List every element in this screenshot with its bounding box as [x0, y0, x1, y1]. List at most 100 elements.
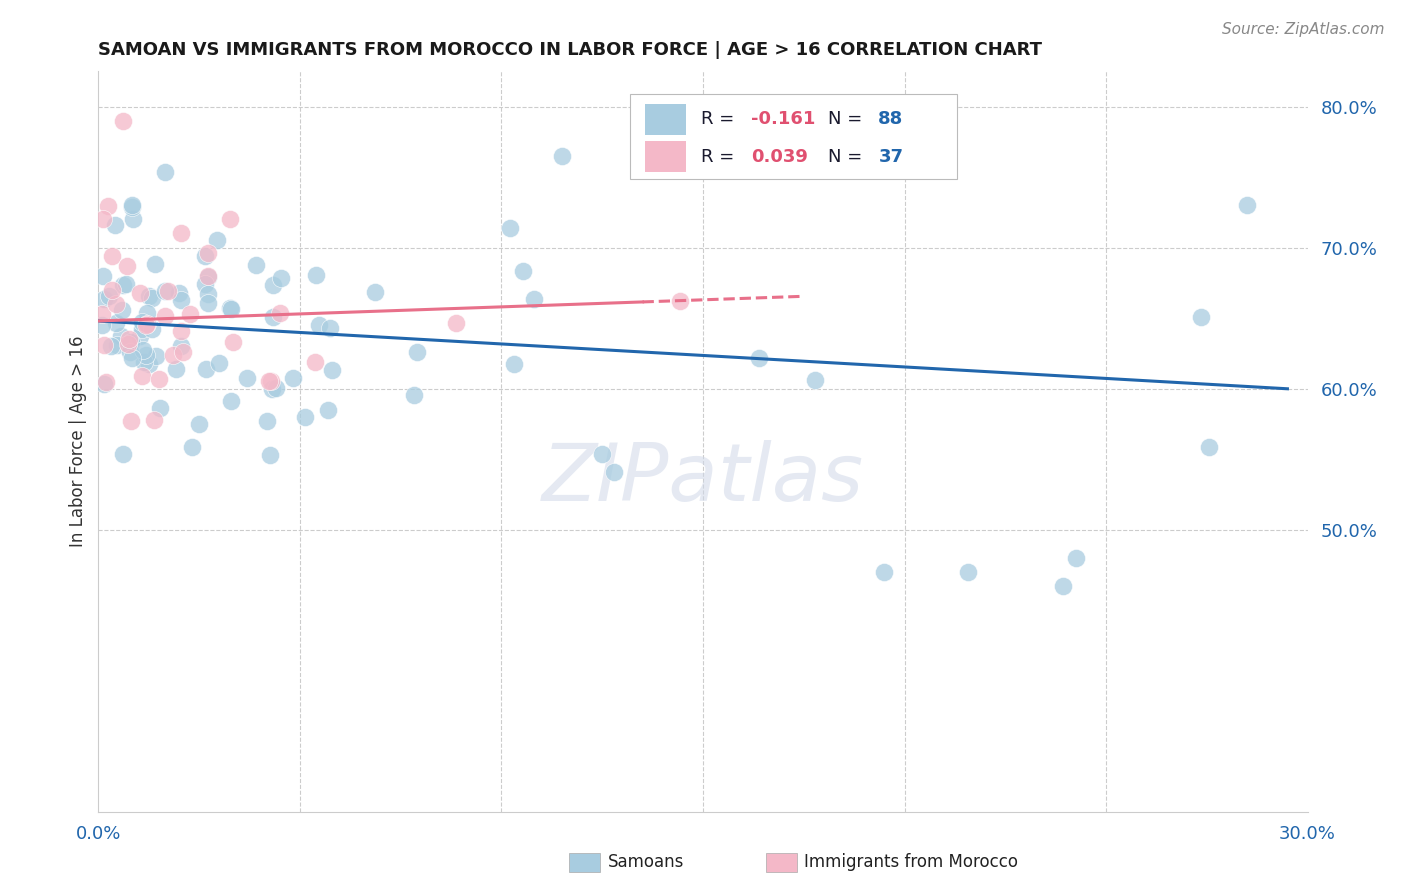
Point: [120, 414, 142, 428]
Point: [118, 332, 141, 346]
Point: [121, 335, 143, 350]
Point: [107, 338, 129, 352]
Point: [148, 372, 170, 386]
Point: [194, 248, 217, 262]
Point: [219, 301, 242, 316]
Point: [132, 343, 155, 357]
Point: [1052, 579, 1074, 593]
Point: [364, 285, 387, 300]
Point: [91, 308, 114, 322]
Point: [305, 268, 328, 282]
Point: [138, 289, 160, 303]
Point: [131, 315, 153, 329]
FancyBboxPatch shape: [630, 94, 957, 178]
Point: [499, 221, 522, 235]
Point: [162, 348, 184, 362]
Text: R =: R =: [700, 111, 740, 128]
Point: [172, 345, 194, 359]
Point: [406, 345, 429, 359]
Point: [93, 376, 115, 391]
Point: [170, 293, 193, 308]
Point: [197, 269, 219, 284]
Point: [121, 197, 143, 211]
Point: [319, 321, 342, 335]
Point: [131, 368, 153, 383]
Point: [219, 394, 242, 409]
Point: [136, 306, 159, 320]
Text: N =: N =: [828, 148, 868, 166]
Point: [134, 355, 156, 369]
Point: [281, 370, 304, 384]
Point: [93, 337, 115, 351]
Point: [316, 403, 339, 417]
Point: [105, 297, 128, 311]
Point: [197, 295, 219, 310]
Point: [1236, 198, 1258, 212]
Point: [321, 363, 343, 377]
Point: [269, 306, 291, 320]
Point: [143, 412, 166, 426]
Point: [170, 339, 193, 353]
Text: Immigrants from Morocco: Immigrants from Morocco: [804, 853, 1018, 871]
Point: [180, 440, 202, 454]
Point: [260, 374, 283, 388]
Point: [235, 370, 257, 384]
Point: [256, 414, 278, 428]
Point: [101, 283, 124, 297]
Point: [551, 149, 574, 163]
Point: [153, 165, 176, 179]
Text: SAMOAN VS IMMIGRANTS FROM MOROCCO IN LABOR FORCE | AGE > 16 CORRELATION CHART: SAMOAN VS IMMIGRANTS FROM MOROCCO IN LAB…: [98, 41, 1042, 59]
Point: [197, 287, 219, 301]
Point: [523, 292, 546, 306]
Point: [93, 292, 115, 306]
Point: [101, 249, 124, 263]
Point: [194, 362, 217, 376]
Point: [94, 375, 117, 389]
Text: Source: ZipAtlas.com: Source: ZipAtlas.com: [1222, 22, 1385, 37]
Point: [118, 344, 141, 359]
Point: [135, 318, 157, 333]
Point: [270, 271, 292, 285]
Point: [141, 291, 163, 305]
Point: [188, 417, 211, 432]
Point: [100, 339, 122, 353]
Point: [259, 448, 281, 462]
Point: [111, 448, 134, 462]
Point: [262, 383, 284, 397]
Point: [873, 565, 896, 579]
Point: [197, 270, 219, 285]
Text: ZIPatlas: ZIPatlas: [541, 440, 865, 517]
Point: [956, 565, 979, 579]
Point: [512, 264, 534, 278]
Point: [121, 351, 143, 365]
Point: [117, 336, 139, 351]
Point: [1198, 440, 1220, 454]
Point: [91, 211, 114, 226]
Point: [167, 285, 190, 300]
Point: [222, 335, 245, 350]
Point: [131, 321, 153, 335]
Point: [165, 362, 187, 376]
Point: [110, 328, 132, 343]
Point: [197, 245, 219, 260]
FancyBboxPatch shape: [645, 103, 686, 135]
Point: [262, 278, 284, 293]
Point: [97, 289, 120, 303]
Point: [169, 227, 191, 241]
Text: 88: 88: [879, 111, 904, 128]
Point: [138, 357, 160, 371]
Point: [503, 357, 526, 371]
Text: 37: 37: [879, 148, 903, 166]
Point: [112, 278, 135, 293]
Point: [446, 316, 468, 330]
Point: [194, 277, 217, 291]
Point: [257, 374, 280, 388]
Point: [218, 211, 240, 226]
Point: [219, 302, 242, 317]
Text: N =: N =: [828, 111, 868, 128]
Point: [651, 135, 673, 149]
Point: [97, 199, 120, 213]
Point: [208, 356, 231, 370]
Point: [104, 316, 127, 330]
Point: [155, 309, 177, 323]
